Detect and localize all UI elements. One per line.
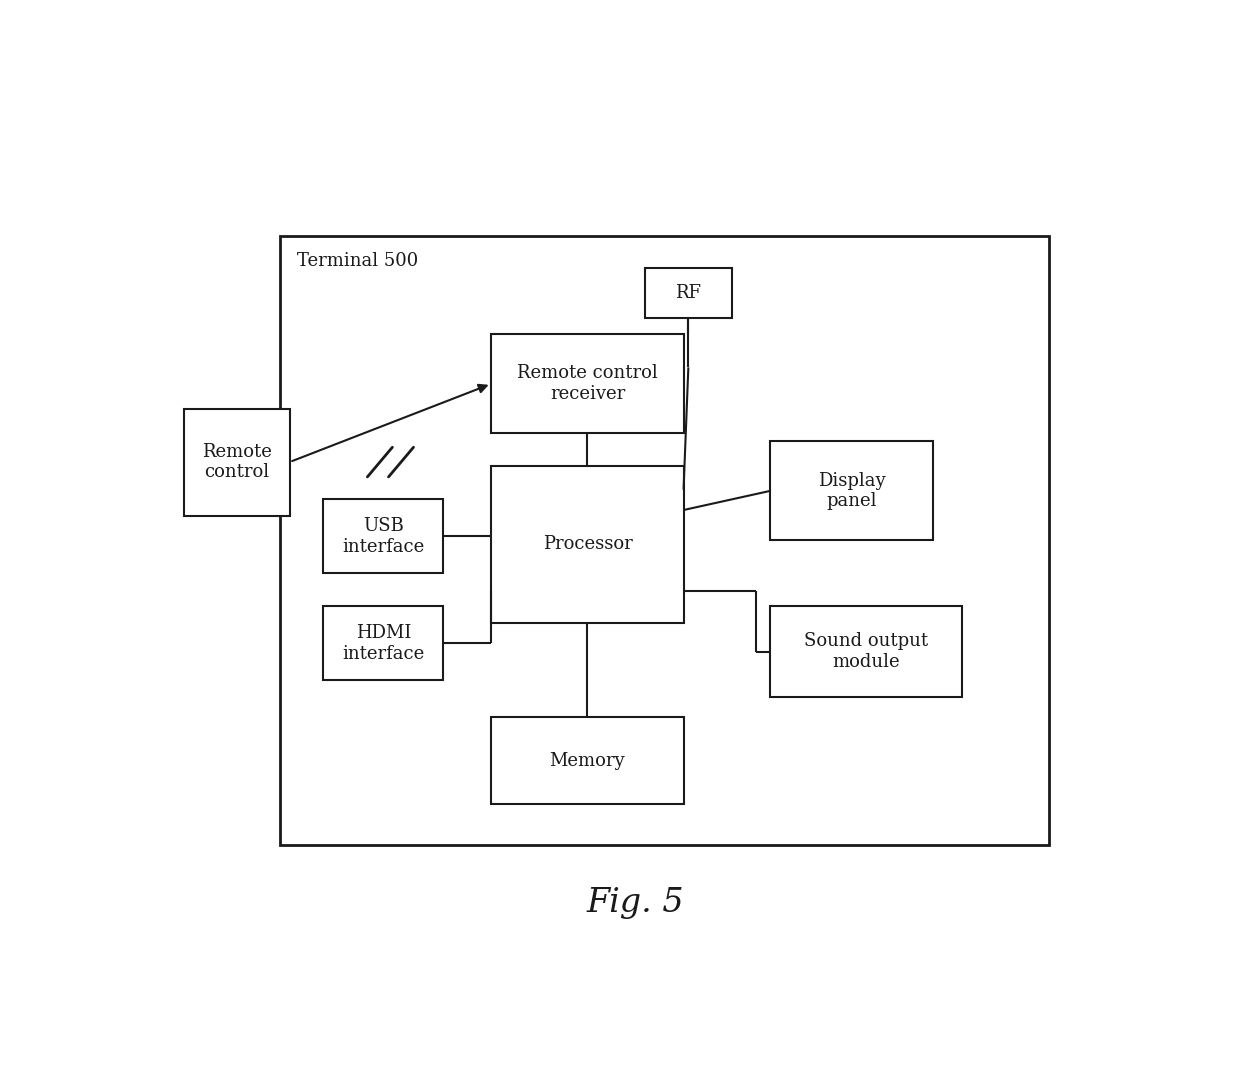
Bar [770, 442, 934, 540]
Bar [324, 607, 444, 681]
Bar [324, 499, 444, 574]
Text: Memory: Memory [549, 752, 625, 769]
Bar [491, 718, 683, 804]
Bar [184, 409, 289, 516]
Bar [491, 467, 683, 623]
Text: Remote control
receiver: Remote control receiver [517, 365, 658, 403]
Text: Fig. 5: Fig. 5 [587, 887, 684, 919]
Bar [645, 269, 732, 318]
Bar [491, 334, 683, 433]
Text: Processor: Processor [543, 535, 632, 553]
Text: Remote
control: Remote control [202, 443, 272, 482]
Text: Terminal 500: Terminal 500 [298, 251, 418, 270]
Text: Sound output
module: Sound output module [804, 632, 929, 671]
Bar [280, 235, 1049, 845]
Text: RF: RF [676, 285, 702, 302]
Text: USB
interface: USB interface [342, 517, 424, 555]
Text: HDMI
interface: HDMI interface [342, 624, 424, 662]
Text: Display
panel: Display panel [818, 472, 885, 510]
Bar [770, 607, 962, 697]
